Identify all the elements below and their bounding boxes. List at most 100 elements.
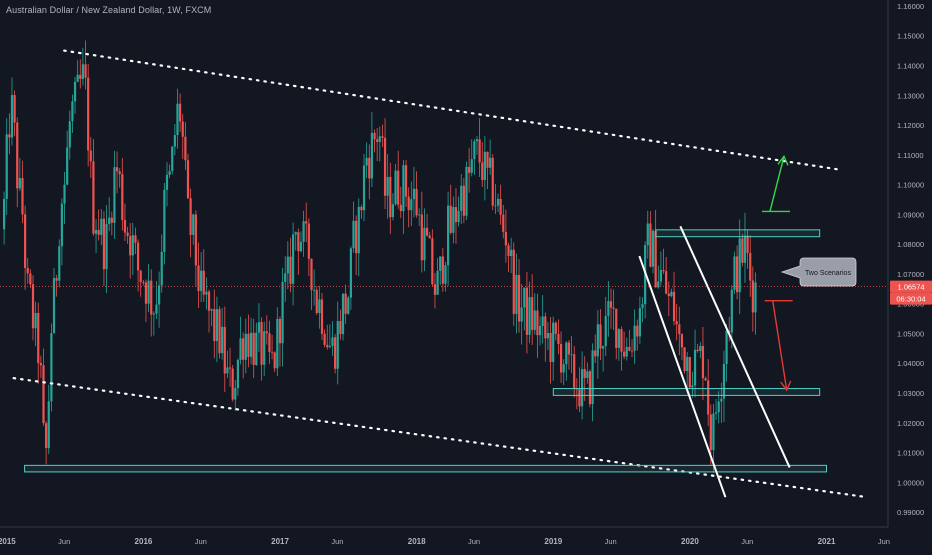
candle [284, 256, 287, 302]
candle-body [286, 256, 289, 274]
candle [368, 144, 371, 200]
callout-bubble [780, 257, 857, 287]
candle-body [741, 238, 744, 263]
candle-body [294, 232, 297, 235]
candle-body [215, 309, 219, 342]
candle [470, 139, 473, 177]
candle [481, 141, 484, 187]
candle-body [733, 256, 736, 290]
candle-body [623, 351, 626, 357]
candle [420, 191, 423, 273]
candle [680, 333, 684, 361]
candle-body [365, 157, 368, 166]
candle-body [21, 178, 24, 215]
candle-body [247, 333, 250, 357]
candle-body [368, 157, 371, 179]
candle [115, 151, 119, 194]
candle [179, 93, 182, 132]
candle-body [134, 235, 137, 243]
candle-body [50, 333, 53, 402]
candle-body [310, 258, 313, 291]
candle [242, 332, 245, 379]
candle-body [223, 326, 226, 374]
time-axis: 2015 Jun 2016 Jun 2017 Jun 2018 Jun 2019 Jun 2020 J… [0, 537, 890, 546]
candle-body [328, 346, 331, 348]
candle [349, 246, 352, 310]
channel-line-1 [638, 255, 727, 498]
candle-body [102, 218, 106, 270]
candle [389, 162, 392, 235]
candle [320, 292, 324, 341]
candle-body [633, 325, 636, 351]
candle-body [334, 337, 337, 369]
candle [113, 150, 116, 239]
candle [386, 153, 389, 219]
candle [150, 269, 153, 337]
candle [205, 277, 208, 310]
candle-body [136, 242, 140, 271]
candle [441, 247, 444, 292]
arrow-down-scenario-head [780, 380, 792, 392]
candle [102, 211, 106, 287]
candle-body [289, 256, 292, 284]
candle [252, 318, 255, 379]
candle-body [517, 275, 521, 322]
candle [633, 309, 636, 364]
candle [142, 279, 145, 286]
candle [152, 311, 155, 336]
candle-body [454, 207, 458, 223]
candle-body [276, 318, 279, 369]
candle-body [226, 367, 229, 374]
candle [16, 117, 19, 208]
candle [586, 362, 589, 384]
candle-body [688, 357, 691, 388]
candle-body [118, 171, 121, 175]
candle [538, 316, 542, 346]
candle-body [66, 147, 69, 185]
candle-body [97, 230, 100, 235]
candle-body [313, 289, 316, 291]
candle-body [305, 221, 308, 224]
candle [362, 153, 366, 221]
candle [5, 118, 8, 215]
candle-body [129, 236, 132, 256]
time-tick-label: Jun [331, 537, 343, 546]
candle-body [63, 184, 66, 204]
time-tick-label: 2019 [544, 537, 562, 546]
candle-body [446, 205, 450, 266]
candle [168, 164, 171, 179]
candle [94, 219, 98, 253]
candle [649, 211, 652, 268]
candle [594, 334, 597, 363]
candle [210, 308, 213, 327]
candle-body [602, 346, 605, 349]
candle-body [147, 280, 150, 304]
candle-body [378, 136, 381, 142]
candle-body [10, 95, 14, 138]
candle [528, 281, 531, 344]
price-tick-label: 1.01000 [897, 449, 924, 458]
candle-body [336, 321, 339, 369]
candle [423, 208, 426, 272]
candle [602, 345, 605, 372]
time-tick-label: Jun [605, 537, 617, 546]
candle [494, 184, 497, 215]
candle [231, 364, 234, 402]
candle [510, 237, 513, 273]
candle-body [672, 291, 676, 322]
candle [37, 302, 40, 384]
candle [499, 184, 502, 225]
candle [365, 142, 368, 179]
candle-body [244, 333, 247, 360]
candle-body [210, 309, 213, 311]
candle [735, 245, 739, 300]
candle [221, 307, 224, 360]
candle-body [478, 139, 481, 163]
price-tick-label: 1.10000 [897, 181, 924, 190]
candle [270, 334, 274, 360]
candle [307, 218, 310, 277]
candle-body [347, 297, 350, 314]
candle-body [45, 423, 48, 449]
